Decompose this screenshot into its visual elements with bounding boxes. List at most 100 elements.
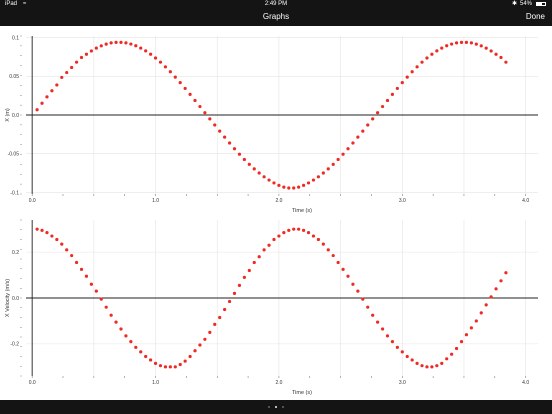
data-point: [119, 327, 123, 331]
data-point: [242, 157, 246, 162]
data-point: [232, 147, 237, 151]
done-button[interactable]: Done: [525, 12, 545, 21]
data-point: [65, 248, 69, 252]
data-point: [124, 41, 128, 45]
data-point: [134, 345, 138, 349]
page-dot-active[interactable]: [275, 406, 277, 408]
data-point: [385, 98, 390, 103]
data-point: [144, 49, 148, 53]
x-tick-label: 4.0: [522, 198, 529, 204]
data-point: [223, 307, 227, 312]
data-point: [163, 65, 168, 69]
data-point: [499, 279, 503, 283]
data-point: [400, 350, 404, 354]
data-point: [380, 327, 385, 331]
data-point: [390, 339, 395, 344]
data-point: [158, 60, 163, 64]
data-point: [321, 242, 325, 246]
data-point: [168, 70, 172, 74]
data-point: [376, 320, 380, 324]
data-point: [272, 181, 276, 185]
data-point: [390, 92, 395, 96]
bluetooth-icon: ✱: [512, 1, 518, 7]
y-tick-label: 0.0: [12, 296, 19, 302]
status-time: 2:49 PM: [264, 1, 288, 7]
data-point: [139, 46, 143, 50]
data-point: [341, 267, 345, 271]
data-point: [247, 162, 251, 166]
data-point: [213, 123, 217, 127]
data-point: [89, 282, 93, 286]
data-point: [474, 42, 478, 46]
data-point: [134, 44, 138, 48]
data-point: [479, 44, 483, 48]
data-point: [341, 152, 345, 156]
data-point: [311, 178, 316, 182]
data-point: [306, 231, 311, 235]
data-point: [277, 183, 281, 187]
data-point: [425, 56, 429, 60]
position-chart: 0.0 1.0 2.0 3.0 4.0 0.1 0.05 0.0 -0.05 -0.1 Time (…: [5, 35, 538, 214]
y-tick-label: 0.1: [12, 35, 19, 41]
page-dot[interactable]: [282, 406, 284, 408]
data-point: [331, 162, 335, 166]
velocity-chart: 0.0 1.0 2.0 3.0 4.0 0.2 0.0 -0.2 Time (s) X Veloc…: [5, 219, 538, 396]
data-point: [464, 333, 469, 337]
data-point: [163, 365, 168, 369]
data-point: [193, 349, 197, 353]
data-point: [371, 313, 375, 317]
data-point: [484, 46, 488, 50]
data-point: [469, 326, 473, 330]
data-point: [336, 157, 340, 162]
data-point: [262, 175, 266, 179]
data-point: [430, 52, 434, 56]
data-point: [35, 108, 39, 112]
data-point: [65, 70, 69, 75]
data-point: [242, 275, 246, 279]
data-point: [366, 305, 370, 309]
data-point: [385, 334, 390, 338]
data-point: [474, 319, 478, 323]
data-point: [218, 315, 222, 320]
data-point: [351, 141, 355, 145]
data-point: [40, 228, 44, 232]
data-point: [346, 147, 350, 151]
data-point: [178, 81, 182, 85]
y-axis-label: X (m): [5, 108, 11, 122]
data-point: [494, 287, 498, 291]
data-point: [70, 65, 74, 70]
data-point: [257, 255, 261, 259]
data-point: [257, 171, 261, 175]
data-point: [301, 228, 306, 232]
data-point: [440, 46, 444, 50]
data-point: [454, 41, 459, 45]
data-point: [297, 227, 301, 231]
data-point: [272, 237, 276, 242]
x-tick-label: 2.0: [275, 198, 282, 204]
data-point: [94, 289, 98, 293]
data-point: [183, 359, 187, 363]
data-point: [430, 365, 434, 369]
data-point: [380, 104, 385, 109]
data-point: [129, 339, 133, 344]
data-point: [464, 40, 469, 44]
data-point: [326, 248, 330, 252]
data-point: [405, 75, 409, 79]
data-point: [158, 364, 163, 368]
page-dot[interactable]: [268, 406, 270, 408]
data-point: [316, 175, 320, 179]
data-point: [114, 320, 118, 324]
data-point: [50, 89, 54, 93]
data-point: [213, 322, 217, 326]
data-point: [395, 345, 399, 349]
data-point: [45, 231, 49, 235]
data-point: [400, 81, 404, 85]
data-point: [193, 98, 197, 103]
data-point: [124, 334, 128, 338]
x-axis-label: Time (s): [292, 390, 312, 396]
data-point: [94, 46, 98, 50]
data-point: [227, 141, 232, 145]
y-tick-label: -0.1: [10, 190, 19, 196]
data-point: [218, 129, 222, 133]
data-point: [450, 42, 454, 46]
